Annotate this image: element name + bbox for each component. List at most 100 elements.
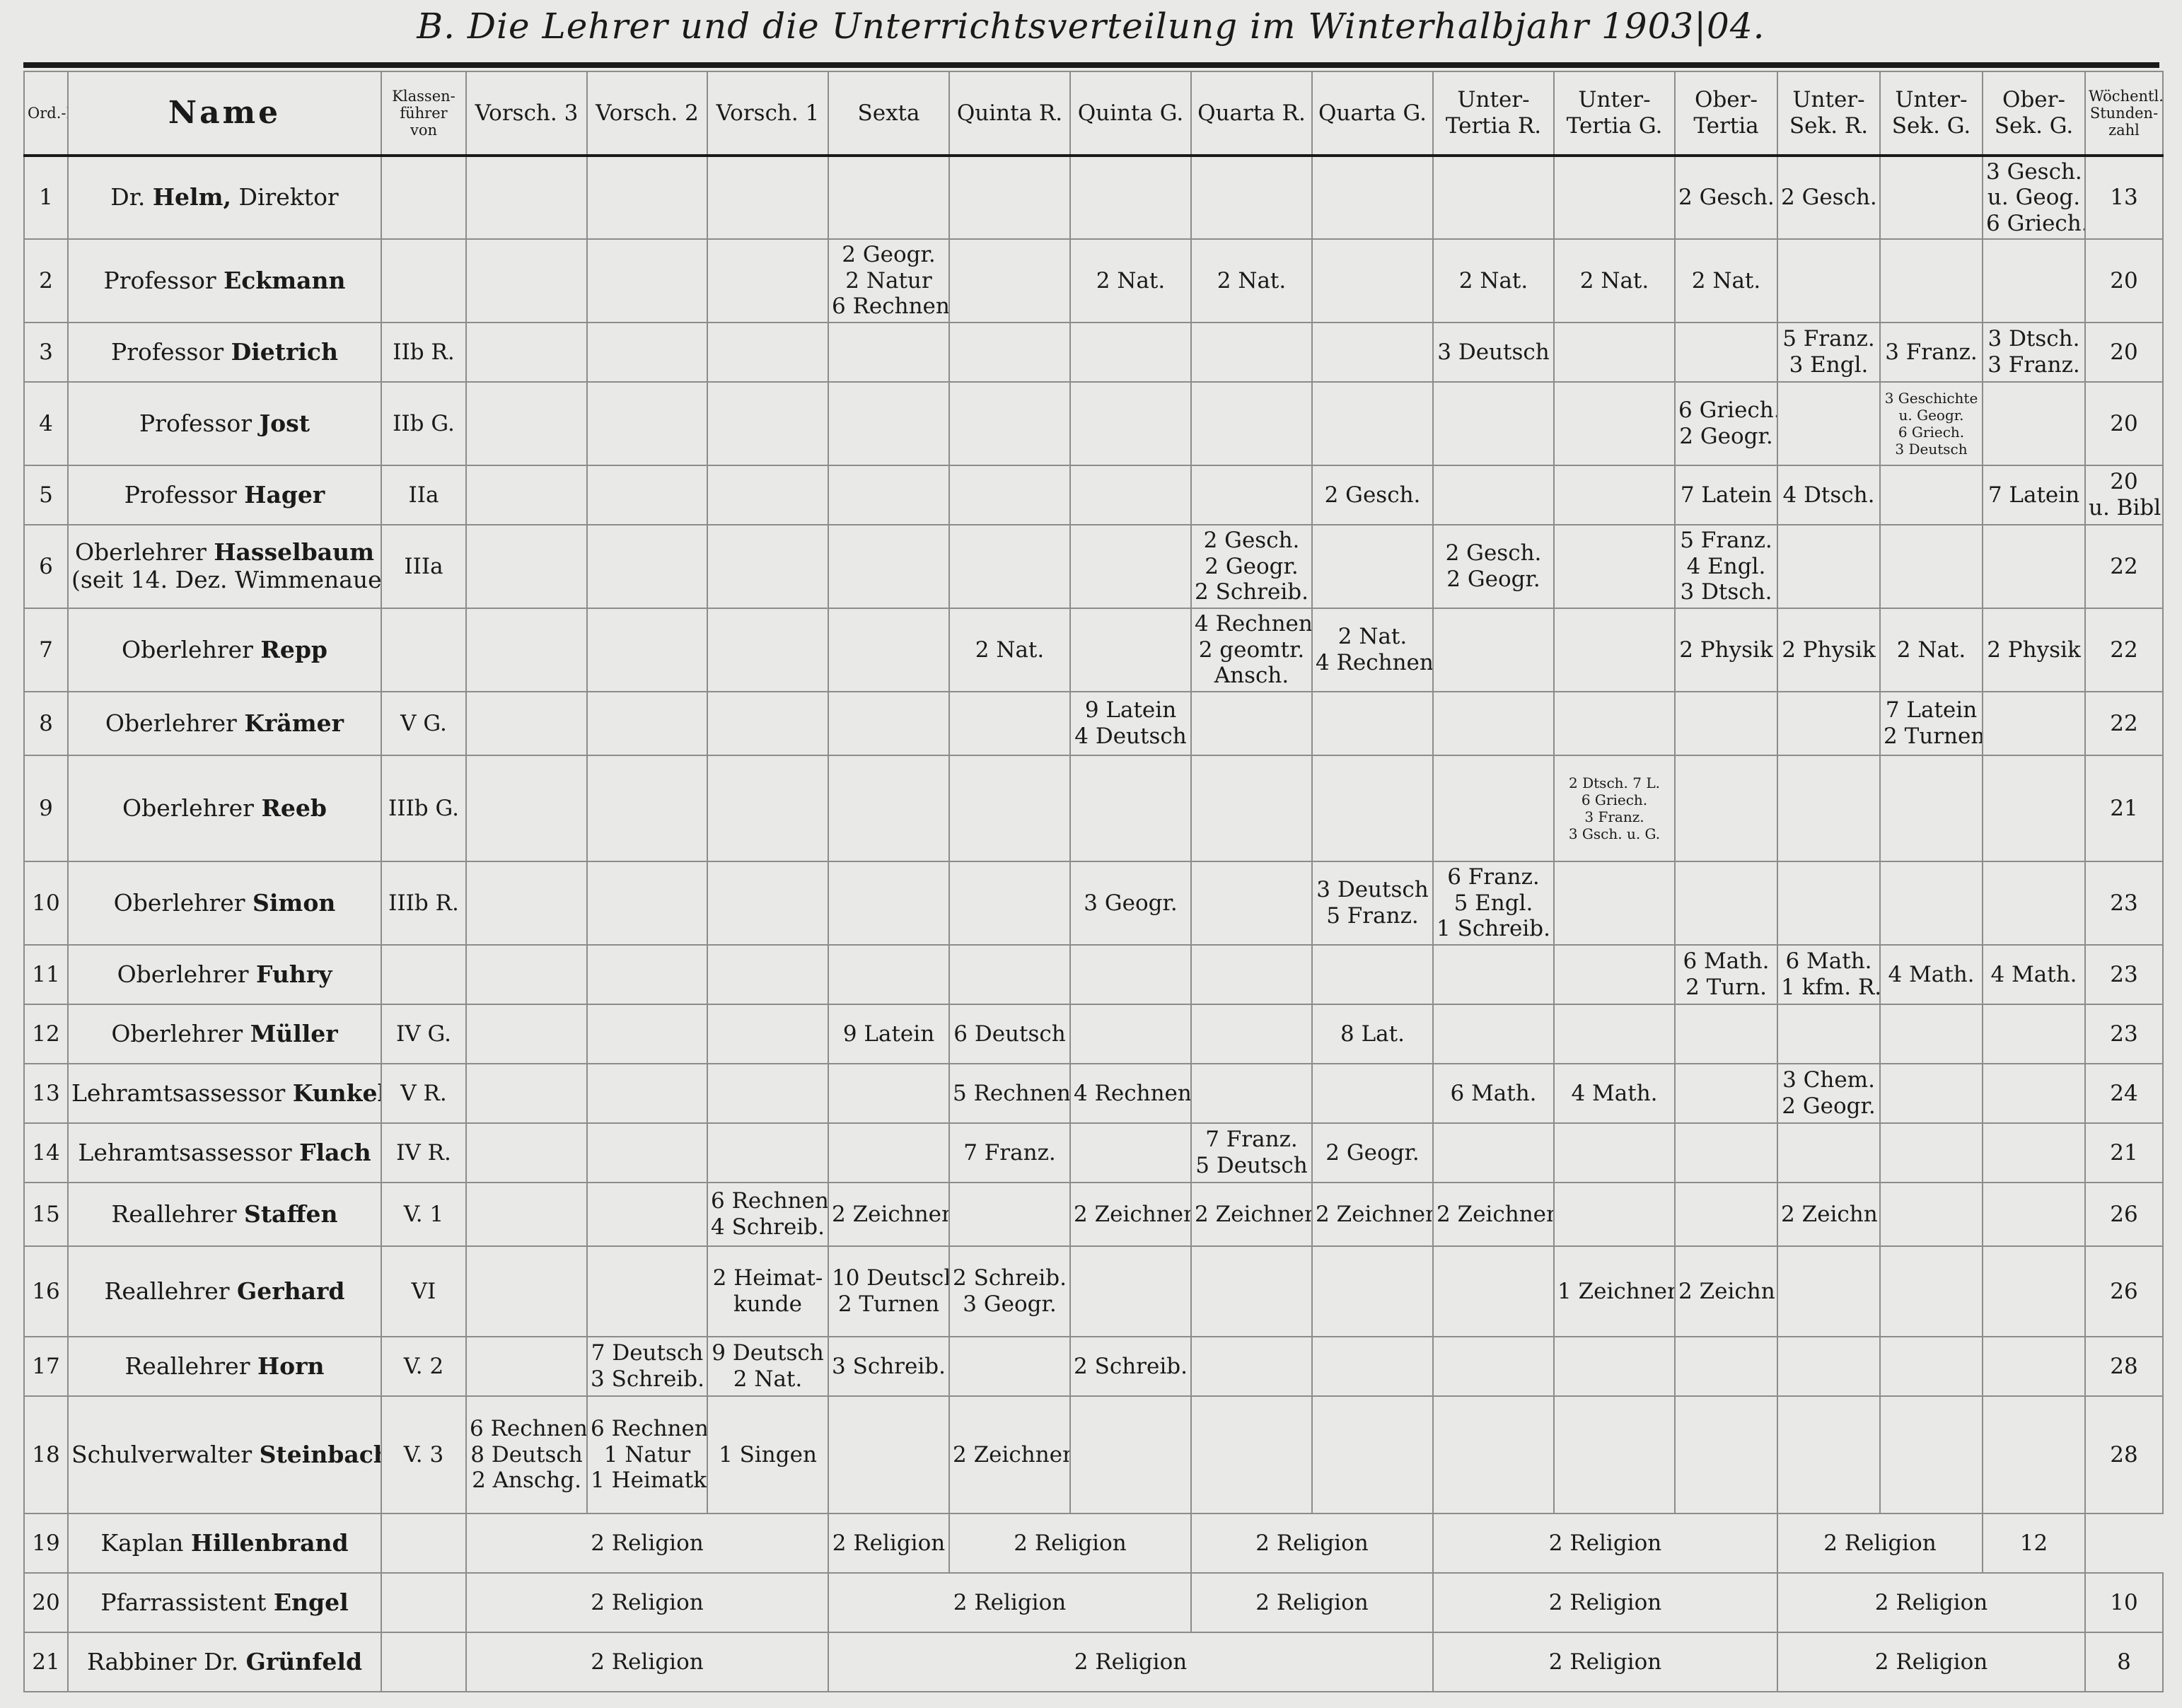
religion-cell: 2 Religion: [465, 1513, 829, 1574]
lesson-cell: [828, 381, 950, 466]
lesson-line: 2 Nat.: [1458, 267, 1528, 294]
lesson-cell: [1311, 1063, 1434, 1124]
header-nr: Ord.-Nr.: [23, 71, 69, 156]
teacher-name-line: Dr. Helm, Direktor: [71, 183, 378, 211]
lesson-cell: [586, 1063, 708, 1124]
lesson-line: 2 Schreib.: [1074, 1353, 1188, 1379]
header-class-text: Vorsch. 2: [596, 100, 699, 126]
row-number: 17: [23, 1336, 69, 1397]
weekly-hours-text: 13: [2110, 185, 2138, 211]
lesson-line: u. Geog.: [1987, 185, 2081, 211]
class-leader: IIb R.: [381, 322, 467, 383]
teacher-title: Reallehrer: [104, 1277, 238, 1305]
lesson-cell: [948, 691, 1071, 756]
lesson-cell: 3 Dtsch. 3 Franz.: [1982, 322, 2086, 383]
header-fuehrer: Klassen-führer von: [381, 71, 467, 156]
lesson-cell: 2 Nat.: [1879, 608, 1983, 692]
lesson-cell: [1777, 1122, 1881, 1183]
lesson-cell: [707, 1004, 829, 1064]
lesson-cell: [1190, 1395, 1313, 1514]
lesson-cell: [1879, 1182, 1983, 1247]
teacher-name-line: Schulverwalter Steinbach: [71, 1441, 380, 1469]
table-row: 2 Professor Eckmann 2 Geogr. 2 Natur 6 Rechn…: [23, 238, 2164, 323]
lesson-cell: [1311, 755, 1434, 862]
row-number: 7: [23, 608, 69, 692]
lesson-cell: [1674, 755, 1778, 862]
lesson-line: 7 Deutsch: [591, 1340, 704, 1366]
lesson-line: 2 Gesch.: [1678, 185, 1775, 211]
lesson-line: 3 Franz.: [1987, 352, 2080, 378]
teacher-name-line: Professor Hager: [71, 481, 378, 509]
religion-cell: 2 Religion: [1432, 1513, 1778, 1574]
lesson-cell: [586, 155, 708, 240]
lesson-cell: [707, 155, 829, 240]
header-class: Unter- Sek. G.: [1879, 71, 1983, 156]
lesson-cell: [1432, 944, 1555, 1005]
lesson-cell: 2 Gesch.: [1311, 465, 1434, 525]
religion-cell: 2 Religion: [1432, 1572, 1778, 1633]
teacher-title: Professor: [139, 409, 260, 437]
lesson-cell: 2 Schreib.: [1069, 1336, 1192, 1397]
lesson-cell: [1190, 465, 1313, 525]
lesson-cell: 7 Franz. 5 Deutsch: [1190, 1122, 1313, 1183]
header-class-text: Quinta R.: [956, 100, 1063, 126]
lesson-cell: 4 Rechnen 2 geomtr. Ansch.: [1190, 608, 1313, 692]
teacher-name: Professor Eckmann: [67, 238, 382, 323]
lesson-cell: [1674, 322, 1778, 383]
teacher-title: Oberlehrer: [111, 1019, 250, 1047]
row-number: 20: [23, 1572, 69, 1633]
weekly-hours: 24: [2084, 1063, 2164, 1124]
lesson-line: 3 Schreib.: [591, 1366, 704, 1392]
lesson-cell: [1674, 1395, 1778, 1514]
header-class: Unter- Tertia R.: [1432, 71, 1555, 156]
table-row: 5 Professor Hager IIa 2 Gesch. 7 Latein 4 Dts…: [23, 465, 2164, 525]
lesson-line: 9 Latein: [842, 1021, 935, 1047]
lesson-cell: [1982, 861, 2086, 946]
header-week-text: Wöchentl.: [2089, 87, 2163, 105]
lesson-line: 3 Geschichte: [1884, 390, 1978, 407]
lesson-cell: [586, 465, 708, 525]
lesson-cell: 2 Zeichn.: [1777, 1182, 1881, 1247]
lesson-cell: [586, 381, 708, 466]
lesson-line: 2 Geogr.: [1679, 424, 1773, 449]
lesson-cell: 6 Griech. 2 Geogr.: [1674, 381, 1778, 466]
teacher-title: Oberlehrer: [122, 635, 261, 663]
lesson-line: 5 Engl.: [1453, 890, 1533, 916]
lesson-line: 2 Physik: [1782, 637, 1876, 663]
teacher-name-line: Oberlehrer Müller: [71, 1019, 378, 1048]
teacher-name-line: Lehramtsassessor Kunkel: [71, 1079, 380, 1108]
header-class: Ober- Tertia: [1674, 71, 1778, 156]
row-number: 10: [23, 861, 69, 946]
table-row: 4 Professor Jost IIb G. 6 Griech. 2 Geogr. 3 …: [23, 381, 2164, 466]
religion-cell: 2 Religion: [465, 1632, 829, 1692]
table-row: 19 Kaplan Hillenbrand 2 Religion 2 Religion…: [23, 1513, 2163, 1574]
teacher-title: Dr.: [110, 183, 153, 211]
lesson-cell: [1190, 861, 1313, 946]
teacher-title: Reallehrer: [111, 1199, 244, 1228]
lesson-cell: 2 Gesch. 2 Geogr.: [1432, 524, 1555, 609]
header-class: Unter- Tertia G.: [1553, 71, 1676, 156]
religion-cell: 2 Religion: [1190, 1513, 1434, 1574]
header-class: Vorsch. 3: [465, 71, 588, 156]
lesson-line: 2 Gesch.: [1445, 540, 1542, 567]
religion-cell: 2 Religion: [465, 1572, 829, 1633]
header-class-text: Sek. R.: [1789, 113, 1869, 139]
teacher-name: Schulverwalter Steinbach: [67, 1395, 382, 1514]
lesson-cell: [707, 755, 829, 862]
lesson-cell: [1069, 524, 1192, 609]
lesson-cell: [1879, 238, 1983, 323]
row-number: 8: [23, 691, 69, 756]
lesson-cell: [1311, 1395, 1434, 1514]
weekly-hours-text: 23: [2110, 890, 2138, 916]
lesson-line: 2 Zeichnen: [832, 1201, 949, 1227]
lesson-cell: [1432, 381, 1555, 466]
lesson-cell: 7 Deutsch 3 Schreib.: [586, 1336, 708, 1397]
lesson-cell: [707, 1063, 829, 1124]
lesson-cell: [1674, 1063, 1778, 1124]
lesson-cell: [465, 1063, 588, 1124]
lesson-cell: [828, 755, 950, 862]
teacher-name: Oberlehrer Simon: [67, 861, 382, 946]
lesson-cell: [1879, 755, 1983, 862]
